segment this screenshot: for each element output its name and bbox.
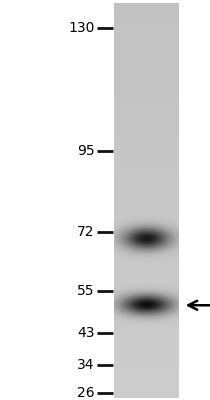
Text: 43: 43: [77, 326, 94, 340]
Text: 130: 130: [68, 21, 94, 35]
Text: 95: 95: [77, 144, 94, 158]
Text: 55: 55: [77, 284, 94, 298]
Text: 26: 26: [77, 386, 94, 400]
Text: 72: 72: [77, 224, 94, 238]
Text: 34: 34: [77, 358, 94, 372]
